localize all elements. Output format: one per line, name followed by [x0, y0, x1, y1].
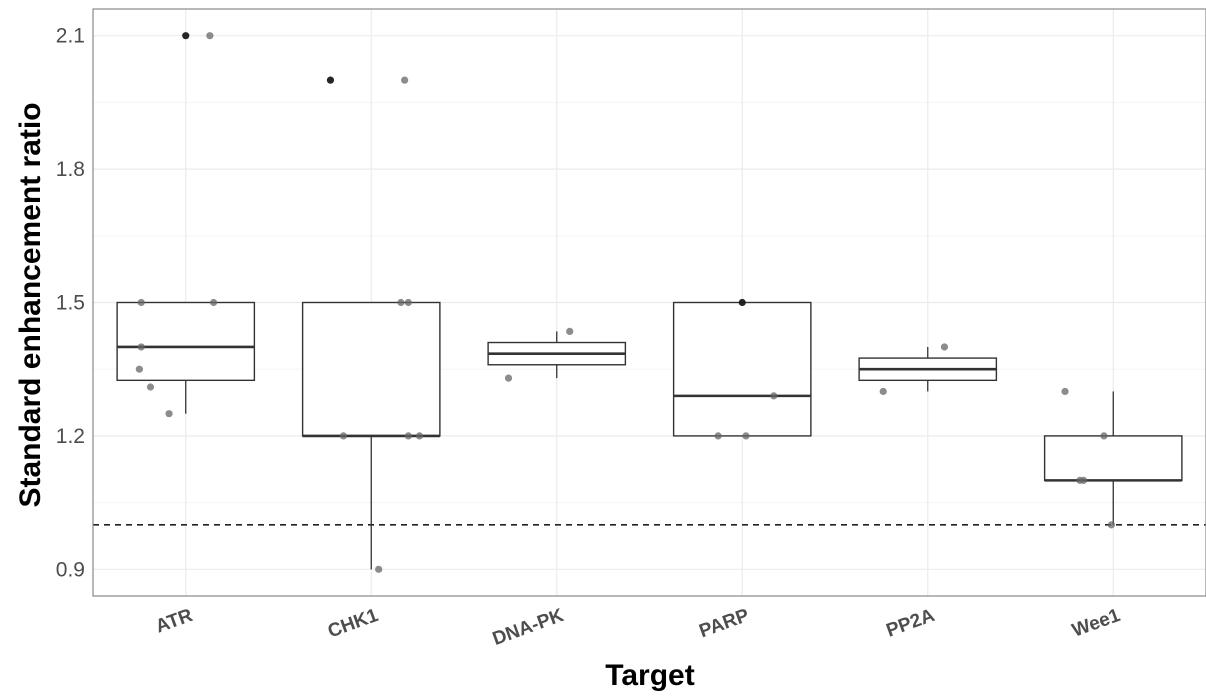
data-point: [404, 432, 412, 440]
data-point: [137, 298, 145, 307]
x-tick-label: CHK1: [325, 605, 381, 643]
y-tick-label: 2.1: [56, 25, 85, 48]
data-point: [1079, 476, 1088, 484]
y-tick-label: 0.9: [56, 558, 85, 581]
box-parp: [672, 301, 812, 437]
grid-lines: [93, 9, 1206, 596]
data-point: [738, 298, 746, 307]
x-axis-title: Target: [605, 659, 694, 692]
y-tick-labels: 0.9 1.2 1.5 1.8 2.1: [56, 25, 85, 582]
data-point: [135, 365, 143, 373]
x-tick-label: Wee1: [1069, 605, 1123, 642]
data-point: [326, 76, 335, 84]
data-point: [1061, 387, 1069, 396]
data-point: [504, 374, 513, 382]
x-tick-label: PARP: [696, 605, 752, 642]
data-point: [146, 383, 155, 391]
data-point: [714, 432, 722, 440]
y-tick-label: 1.2: [56, 425, 85, 448]
data-point: [182, 32, 190, 40]
boxes-layer: [116, 301, 1183, 570]
box-atr: [116, 301, 256, 382]
box-wee1: [1043, 435, 1183, 482]
data-point: [1100, 432, 1108, 440]
x-tick-label: DNA-PK: [490, 605, 567, 650]
data-point: [339, 432, 348, 440]
data-point: [940, 343, 949, 351]
x-tick-label: ATR: [153, 605, 196, 638]
data-point: [1107, 521, 1115, 529]
points-layer: [135, 32, 1115, 573]
data-point: [415, 432, 424, 440]
y-axis-title: Standard enhancement ratio: [14, 102, 47, 507]
data-point: [879, 387, 887, 396]
data-point: [375, 565, 383, 573]
x-tick-labels: ATR CHK1 DNA-PK PARP PP2A Wee1: [153, 605, 1123, 650]
data-point: [404, 298, 412, 307]
x-tick-label: PP2A: [884, 605, 938, 642]
data-point: [165, 410, 173, 418]
data-point: [742, 432, 750, 440]
data-point: [397, 298, 405, 307]
data-point: [209, 298, 218, 307]
data-point: [401, 76, 409, 84]
y-tick-label: 1.8: [56, 158, 85, 181]
box-chk1: [301, 301, 441, 437]
y-tick-label: 1.5: [56, 292, 85, 315]
data-point: [137, 343, 145, 351]
data-point: [770, 392, 778, 400]
data-point: [206, 32, 214, 40]
panel-border: [92, 8, 1206, 597]
data-point: [566, 327, 574, 336]
